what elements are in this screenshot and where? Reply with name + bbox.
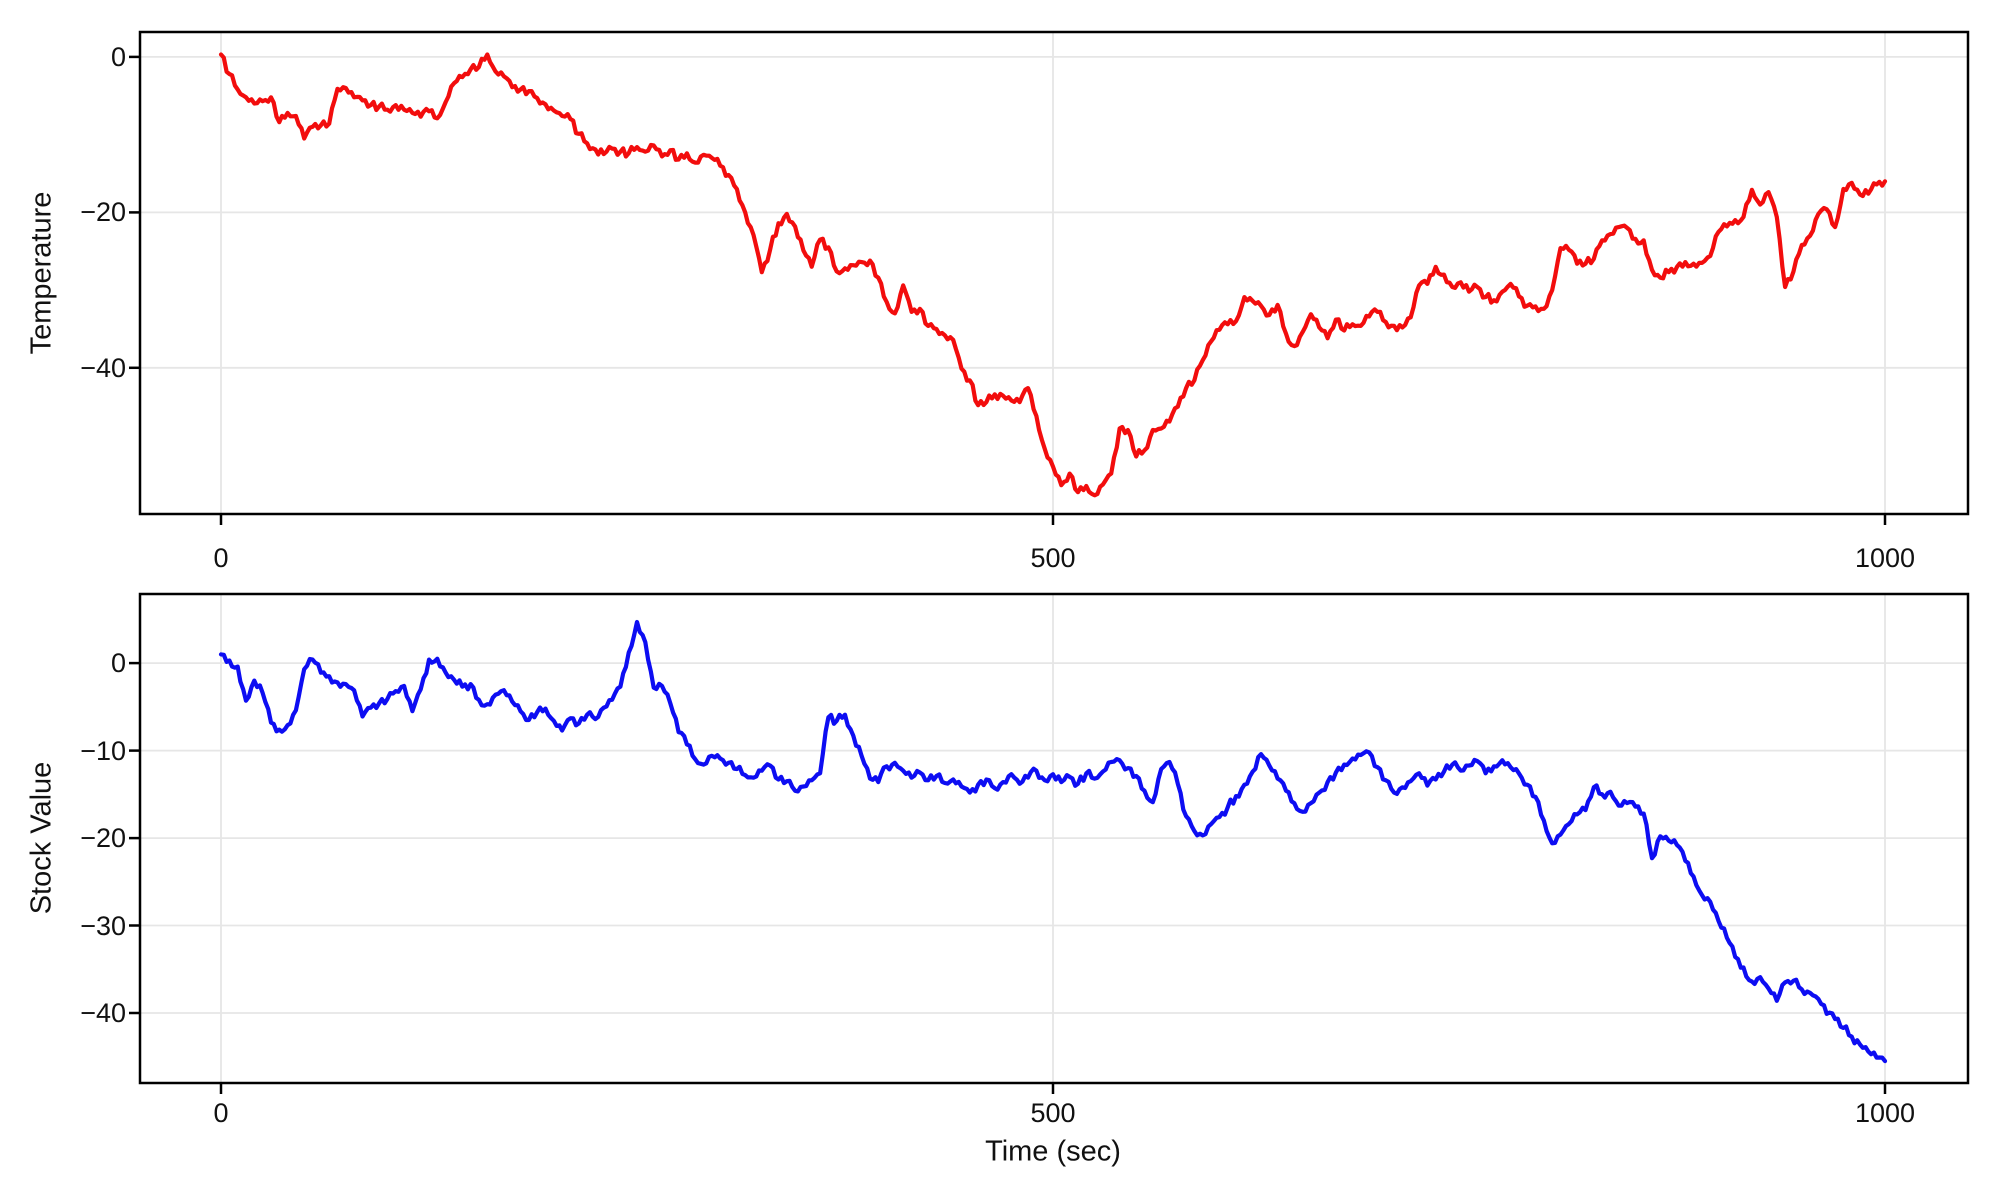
- x-tick-label: 0: [213, 543, 229, 573]
- y-tick-label: −30: [80, 911, 126, 941]
- y-tick-label: −20: [80, 197, 126, 227]
- x-tick-label: 500: [1030, 543, 1076, 573]
- y-tick-label: 0: [110, 42, 126, 72]
- x-tick-label: 500: [1030, 1098, 1076, 1128]
- x-tick-label: 1000: [1854, 1098, 1916, 1128]
- y-tick-label: −20: [80, 823, 126, 853]
- x-tick-label: 0: [213, 1098, 229, 1128]
- x-axis-label-time: Time (sec): [985, 1135, 1121, 1168]
- temperature-line: [218, 52, 1888, 498]
- y-tick-label: −40: [80, 353, 126, 383]
- y-tick-label: −40: [80, 998, 126, 1028]
- stock-value-line: [218, 619, 1888, 1064]
- y-tick-label: 0: [110, 648, 126, 678]
- x-tick-label: 1000: [1854, 543, 1916, 573]
- y-tick-label: −10: [80, 736, 126, 766]
